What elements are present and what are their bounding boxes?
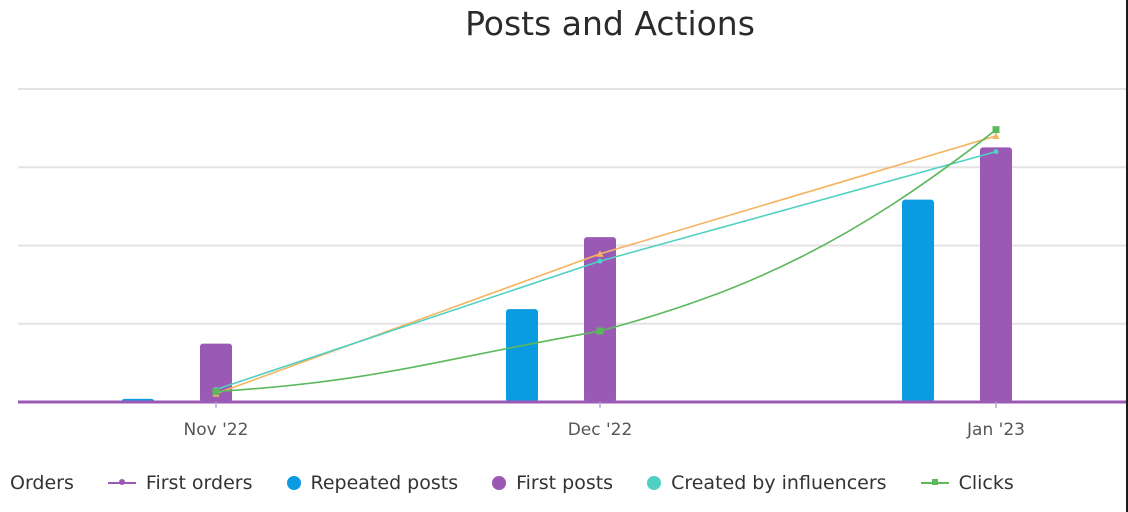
line-clicks-point-1 (596, 327, 604, 335)
legend-label: First orders (145, 472, 253, 494)
legend-swatch-icon (920, 479, 949, 485)
line-orders-point-1 (596, 250, 604, 257)
x-tick-label: Nov '22 (183, 420, 249, 440)
legend-label: Clicks (958, 472, 1014, 494)
line-created-by-influencers-point-2 (993, 149, 999, 155)
x-tick-label: Dec '22 (567, 420, 633, 440)
legend-item-created-by-influencers[interactable]: Created by influencers (647, 472, 887, 494)
x-tick-label: Jan '23 (967, 420, 1025, 440)
legend-item-repeated-posts[interactable]: Repeated posts (286, 472, 459, 494)
line-clicks-point-2 (992, 126, 1000, 134)
legend-label: Repeated posts (310, 472, 459, 494)
bar-repeated-posts-1 (506, 309, 538, 402)
legend-item-orders[interactable]: Orders (10, 472, 74, 494)
legend-item-first-posts[interactable]: First posts (492, 472, 613, 494)
legend-label: Orders (10, 472, 74, 494)
frame-border (1126, 0, 1128, 512)
line-clicks-point-0 (212, 388, 220, 396)
legend-label: First posts (516, 472, 614, 494)
legend-swatch-icon (286, 476, 301, 490)
legend-swatch-icon (647, 476, 662, 490)
legend-label: Created by influencers (671, 472, 887, 494)
line-orders-point-2 (992, 132, 1000, 139)
chart-legend: Orders First orders Repeated posts First po… (10, 468, 1048, 498)
legend-item-first-orders[interactable]: First orders (107, 472, 253, 494)
legend-swatch-icon (107, 479, 136, 485)
legend-swatch-icon (492, 476, 507, 490)
bar-first-posts-1 (584, 237, 616, 402)
legend-item-clicks[interactable]: Clicks (920, 472, 1014, 494)
bar-repeated-posts-2 (902, 199, 934, 402)
bar-first-posts-2 (980, 147, 1012, 402)
chart-title: Posts and Actions (465, 4, 755, 43)
line-created-by-influencers-point-1 (597, 258, 603, 264)
